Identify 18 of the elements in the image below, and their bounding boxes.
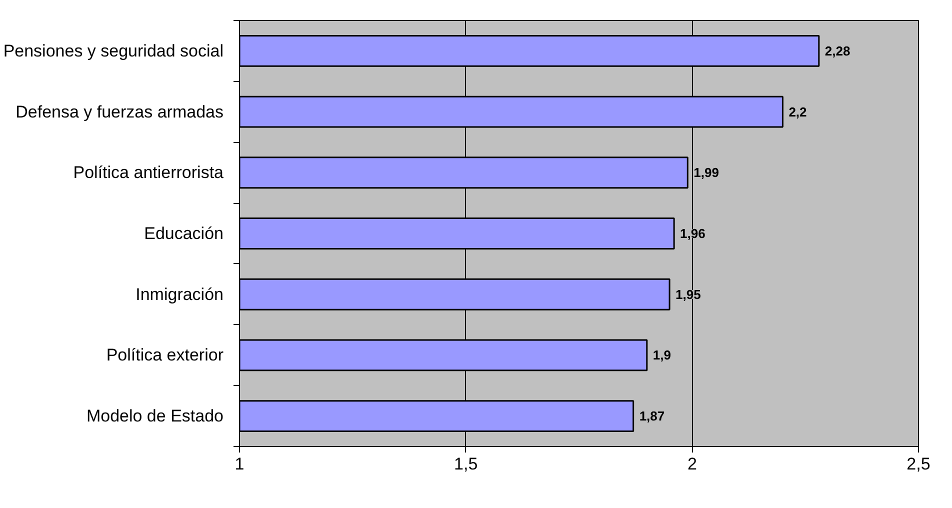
x-tick-label: 2,5 bbox=[906, 454, 930, 474]
data-label: 1,87 bbox=[639, 408, 665, 424]
data-label: 1,96 bbox=[680, 226, 706, 241]
y-tick-label: Inmigración bbox=[136, 284, 224, 304]
x-tick-label: 2 bbox=[687, 454, 697, 474]
y-tick-label: Educación bbox=[144, 224, 224, 243]
data-label: 1,95 bbox=[676, 286, 701, 302]
data-label: 1,99 bbox=[694, 165, 719, 180]
y-tick-label: Modelo de Estado bbox=[86, 406, 224, 426]
y-tick-label: Pensiones y seguridad social bbox=[3, 41, 224, 60]
y-tick-label: Política antierrorista bbox=[73, 163, 224, 182]
x-tick-label: 1,5 bbox=[454, 454, 478, 474]
data-label: 2,2 bbox=[788, 104, 807, 120]
data-label: 1,9 bbox=[652, 348, 671, 363]
y-tick-label: Política exterior bbox=[106, 346, 224, 365]
y-tick-label: Defensa y fuerzas armadas bbox=[16, 102, 224, 122]
x-tick-label: 1 bbox=[234, 454, 244, 474]
data-label: 2,28 bbox=[824, 43, 850, 58]
